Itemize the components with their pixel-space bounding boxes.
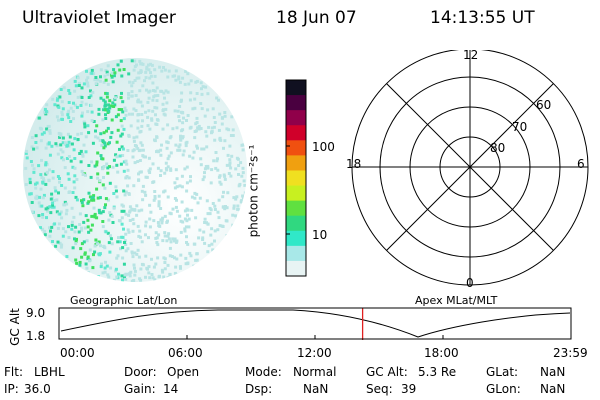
dsp-value: NaN: [303, 382, 329, 396]
colorbar-swatch: [286, 245, 306, 262]
colorbar-swatch: [286, 185, 306, 202]
colorbar-swatch: [286, 80, 306, 96]
colorbar-swatch: [286, 260, 306, 277]
colorbar-tick-10: 10: [312, 228, 328, 242]
xtick-2359: 23:59: [553, 346, 588, 360]
timeline-axis-title: GC Alt: [7, 308, 22, 346]
gain-value: 14: [163, 382, 179, 396]
polar-grid: [351, 50, 589, 286]
colorbar-swatch: [286, 170, 306, 187]
timeline-left-label: Geographic Lat/Lon: [70, 294, 178, 307]
door-label: Door:: [124, 365, 157, 379]
mode-label: Mode:: [245, 365, 282, 379]
colorbar-tick-100: 100: [312, 140, 335, 154]
gcalt-value: 5.3 Re: [418, 365, 457, 379]
seq-value: 39: [401, 382, 417, 396]
instrument-title: Ultraviolet Imager: [22, 8, 176, 28]
lat-label-80: 80: [490, 141, 506, 155]
mlt-label-0: 0: [466, 276, 474, 290]
lat-label-60: 60: [536, 98, 552, 112]
door-value: Open: [167, 365, 200, 379]
timeline-tick-marks: [58, 335, 572, 339]
xtick-0000: 00:00: [60, 346, 95, 360]
flt-label: Flt:: [4, 365, 23, 379]
gain-label: Gain:: [124, 382, 156, 396]
xtick-1200: 12:00: [297, 346, 332, 360]
lat-label-70: 70: [512, 120, 528, 134]
timeline-ytick-bottom: 1.8: [26, 329, 46, 343]
timeline-ytick-top: 9.0: [26, 306, 46, 320]
glon-label: GLon:: [486, 382, 521, 396]
gcalt-label: GC Alt:: [366, 365, 408, 379]
altitude-curve: [60, 309, 571, 338]
seq-label: Seq:: [366, 382, 393, 396]
flt-value: LBHL: [34, 365, 65, 379]
timeline-right-label: Apex MLat/MLT: [415, 294, 498, 307]
colorbar-swatch: [286, 230, 306, 247]
colorbar-swatch: [286, 110, 306, 126]
xtick-0600: 06:00: [168, 346, 203, 360]
xtick-1800: 18:00: [424, 346, 459, 360]
date-label: 18 Jun 07: [276, 8, 357, 28]
ip-label: IP:: [4, 382, 19, 396]
colorbar: [285, 79, 307, 277]
colorbar-swatch: [286, 155, 306, 172]
mode-value: Normal: [293, 365, 337, 379]
glat-label: GLat:: [486, 365, 519, 379]
colorbar-unit-label: photon cm⁻²s⁻¹: [246, 144, 261, 238]
ip-value: 36.0: [24, 382, 51, 396]
mlt-label-6: 6: [577, 157, 585, 171]
colorbar-swatch: [286, 95, 306, 111]
colorbar-swatch: [286, 140, 306, 156]
time-label: 14:13:55 UT: [430, 8, 535, 28]
colorbar-swatch: [286, 200, 306, 217]
colorbar-swatch: [286, 125, 306, 141]
mlt-label-18: 18: [346, 157, 362, 171]
glat-value: NaN: [540, 365, 566, 379]
colorbar-swatch: [286, 215, 306, 232]
glon-value: NaN: [540, 382, 566, 396]
uv-intensity-pixels: [24, 59, 247, 282]
uv-image-disk: [23, 58, 247, 282]
dsp-label: Dsp:: [245, 382, 273, 396]
mlt-label-12: 12: [463, 48, 479, 62]
altitude-timeline-plot: [58, 307, 572, 340]
